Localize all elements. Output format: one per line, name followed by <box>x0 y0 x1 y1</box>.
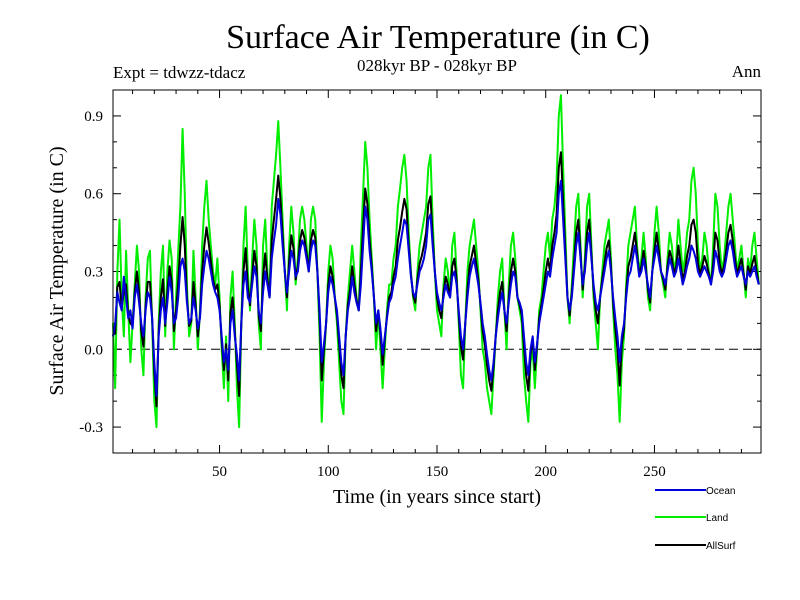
chart-experiment-label: Expt = tdwzz-tdacz <box>113 63 246 82</box>
chart-subtitle: 028kyr BP - 028kyr BP <box>357 56 517 75</box>
series-layer <box>112 94 760 429</box>
x-tick-label: 200 <box>534 464 557 480</box>
x-axis-label: Time (in years since start) <box>333 486 541 508</box>
y-axis-label: Surface Air Temperature (in C) <box>46 146 68 395</box>
series-line-ocean <box>112 179 760 397</box>
legend-label-ocean: Ocean <box>706 486 735 497</box>
y-tick-label: 0.0 <box>84 342 103 358</box>
y-tick-label: 0.3 <box>84 265 103 281</box>
x-tick-label: 250 <box>643 464 666 480</box>
chart-title: Surface Air Temperature (in C) <box>226 19 650 56</box>
legend-label-allsurf: AllSurf <box>706 541 736 552</box>
chart-season-label: Ann <box>732 62 762 81</box>
y-tick-label: 0.9 <box>84 109 103 125</box>
x-tick-label: 150 <box>426 464 449 480</box>
legend: Ocean Land AllSurf <box>655 486 736 552</box>
x-tick-label: 100 <box>317 464 340 480</box>
legend-label-land: Land <box>706 513 728 524</box>
y-tick-label: -0.3 <box>79 420 103 436</box>
plot-frame <box>112 89 762 454</box>
x-tick-label: 50 <box>212 464 227 480</box>
y-tick-label: 0.6 <box>84 187 103 203</box>
tick-layer: 50 100 150 200 250 -0.3 0.0 0.3 0.6 0.9 <box>79 90 761 480</box>
plot-content: 50 100 150 200 250 -0.3 0.0 0.3 0.6 0.9 <box>79 89 762 480</box>
